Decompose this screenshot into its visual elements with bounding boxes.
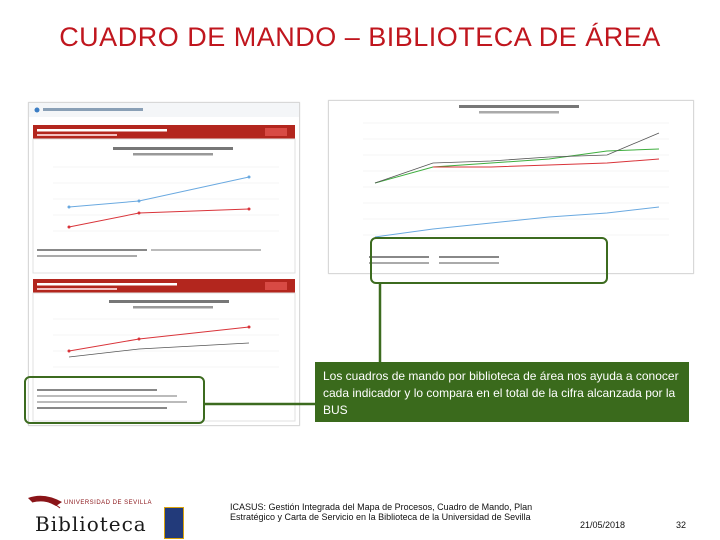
quality-seal-icon	[164, 507, 184, 539]
callout-box: Los cuadros de mando por biblioteca de á…	[315, 362, 689, 422]
footer-caption: ICASUS: Gestión Integrada del Mapa de Pr…	[230, 502, 533, 522]
slide-date: 21/05/2018	[580, 520, 626, 530]
logo-wordmark: Biblioteca	[35, 512, 147, 536]
legend-highlight-left	[24, 376, 205, 424]
legend-highlight-right	[370, 237, 608, 284]
page-number: 32	[676, 520, 687, 530]
comparison-chart-screenshot	[328, 100, 694, 274]
slide-title: CUADRO DE MANDO – BIBLIOTECA DE ÁREA	[59, 22, 661, 52]
comparison-chart-thumbnail	[363, 105, 669, 264]
logo-org-line: UNIVERSIDAD DE SEVILLA	[64, 500, 153, 506]
university-logo-icon	[28, 495, 62, 509]
dashboard-screenshot	[28, 102, 300, 426]
dashboard-thumbnail	[29, 103, 299, 422]
